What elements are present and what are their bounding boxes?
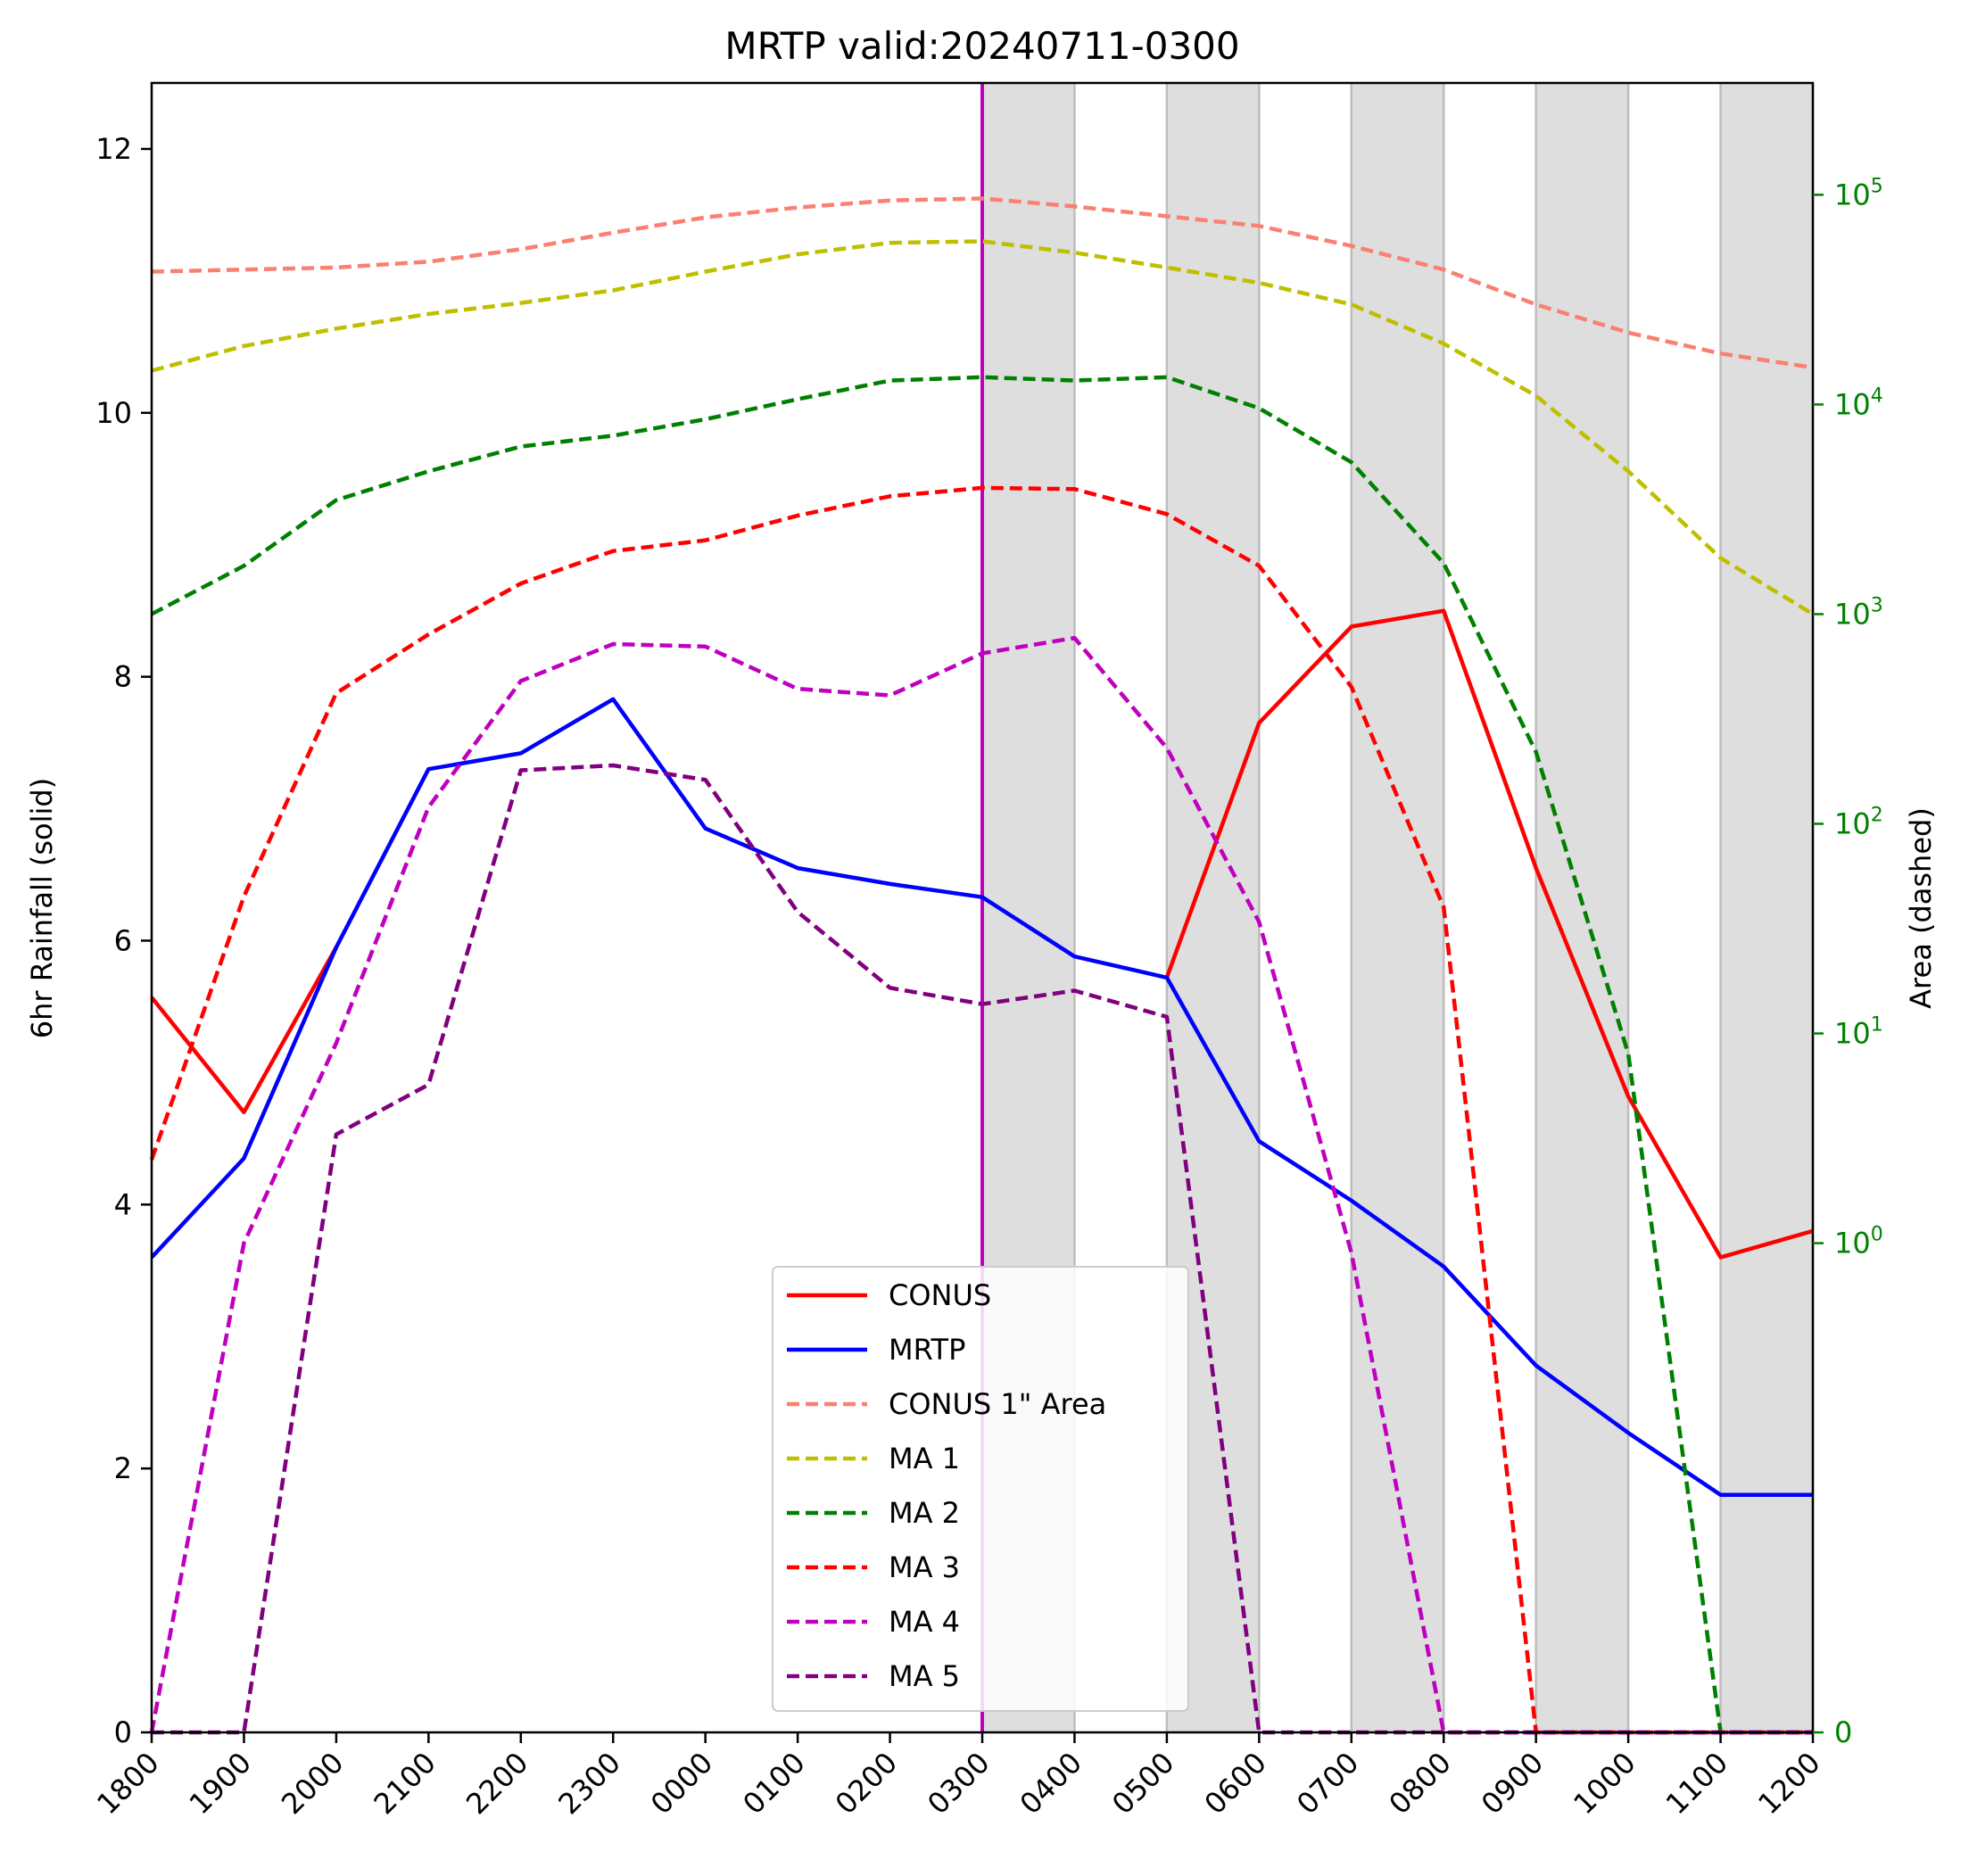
legend-label-7: MA 5 [889, 1659, 960, 1693]
y2-tick-exponent: 5 [1871, 175, 1883, 197]
chart-title: MRTP valid:20240711-0300 [724, 24, 1239, 68]
y2-tick-exponent: 3 [1871, 594, 1883, 616]
legend: CONUS MRTP CONUS 1" Area MA 1 MA 2 MA 3 MA 4 MA… [772, 1266, 1189, 1712]
y2-tick-label: 0 [1834, 1715, 1852, 1749]
y-tick-label: 4 [114, 1187, 132, 1221]
y2-tick-base: 10 [1834, 597, 1871, 631]
y-tick-label: 2 [114, 1451, 132, 1485]
y2-tick-exponent: 4 [1871, 384, 1883, 407]
y-tick-label: 8 [114, 660, 132, 694]
legend-label-3: MA 1 [889, 1442, 960, 1475]
y2-tick-label: 103 [1834, 594, 1883, 631]
y2-tick-label: 104 [1834, 384, 1883, 421]
y-tick-label: 10 [95, 396, 132, 430]
series-line-2 [151, 196, 1814, 370]
series-line-6 [149, 635, 1813, 1735]
y2-tick-label: 101 [1834, 1014, 1883, 1051]
y-axis-left: 0 2 4 6 8 10 12 [95, 132, 152, 1749]
y2-tick-base: 10 [1834, 178, 1871, 211]
legend-label-5: MA 3 [889, 1550, 960, 1584]
y2-tick-label: 102 [1834, 804, 1883, 840]
y2-tick-label: 100 [1834, 1224, 1883, 1260]
legend-label-6: MA 4 [889, 1605, 960, 1639]
y-axis-label: 6hr Rainfall (solid) [25, 778, 59, 1038]
series-line-1 [150, 697, 1813, 1497]
y2-tick-base: 10 [1834, 806, 1871, 840]
series-line-0 [150, 946, 338, 1115]
series-line-0 [1164, 608, 1814, 1260]
y2-tick-exponent: 0 [1871, 1224, 1883, 1246]
y2-tick-label: 105 [1834, 175, 1883, 211]
y-tick-label: 12 [95, 132, 132, 166]
shaded-interval [1720, 83, 1813, 1732]
y2-tick-base: 10 [1834, 1227, 1871, 1260]
legend-label-4: MA 2 [889, 1496, 960, 1530]
legend-label-1: MRTP [889, 1333, 965, 1367]
y-tick-label: 0 [114, 1715, 132, 1749]
series-line-3 [151, 239, 1815, 616]
legend-label-2: CONUS 1" Area [889, 1387, 1106, 1421]
series-line-4 [150, 375, 1813, 1735]
legend-label-0: CONUS [889, 1278, 991, 1312]
legend-box [772, 1266, 1189, 1712]
y2-axis-label: Area (dashed) [1904, 807, 1938, 1009]
y2-tick-base: 10 [1834, 387, 1871, 421]
y2-tick-exponent: 1 [1871, 1014, 1883, 1037]
y-tick-label: 6 [114, 923, 132, 957]
shaded-intervals [980, 83, 1815, 1732]
y2-tick-exponent: 2 [1871, 804, 1883, 826]
y2-tick-base: 10 [1834, 1017, 1871, 1051]
shaded-interval [1351, 83, 1444, 1732]
